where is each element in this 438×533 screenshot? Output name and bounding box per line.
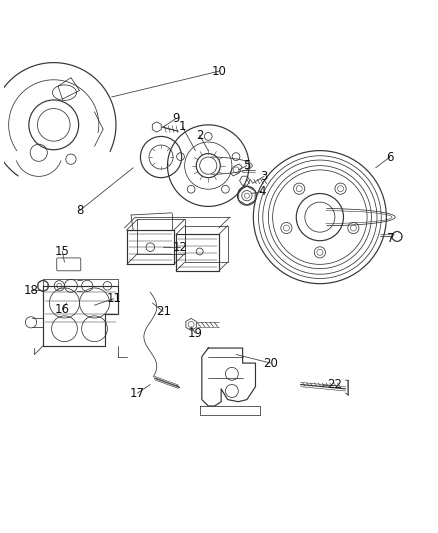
Text: 15: 15: [55, 245, 70, 258]
Text: 17: 17: [130, 386, 145, 400]
Text: 3: 3: [260, 170, 268, 183]
Text: 11: 11: [106, 292, 121, 305]
Text: 4: 4: [258, 185, 266, 198]
Text: 19: 19: [188, 327, 203, 340]
Text: 21: 21: [155, 305, 171, 318]
Text: 18: 18: [24, 284, 39, 296]
Text: 20: 20: [263, 357, 278, 369]
Text: 22: 22: [327, 378, 343, 391]
Text: 5: 5: [243, 159, 251, 172]
Text: 7: 7: [387, 232, 395, 245]
Text: 16: 16: [55, 303, 70, 316]
Text: 12: 12: [173, 241, 188, 254]
Text: 1: 1: [179, 120, 186, 133]
Text: 9: 9: [172, 112, 180, 125]
Text: 6: 6: [386, 150, 394, 164]
Text: 10: 10: [212, 64, 226, 78]
Text: 8: 8: [76, 204, 83, 217]
Text: 2: 2: [196, 129, 203, 142]
